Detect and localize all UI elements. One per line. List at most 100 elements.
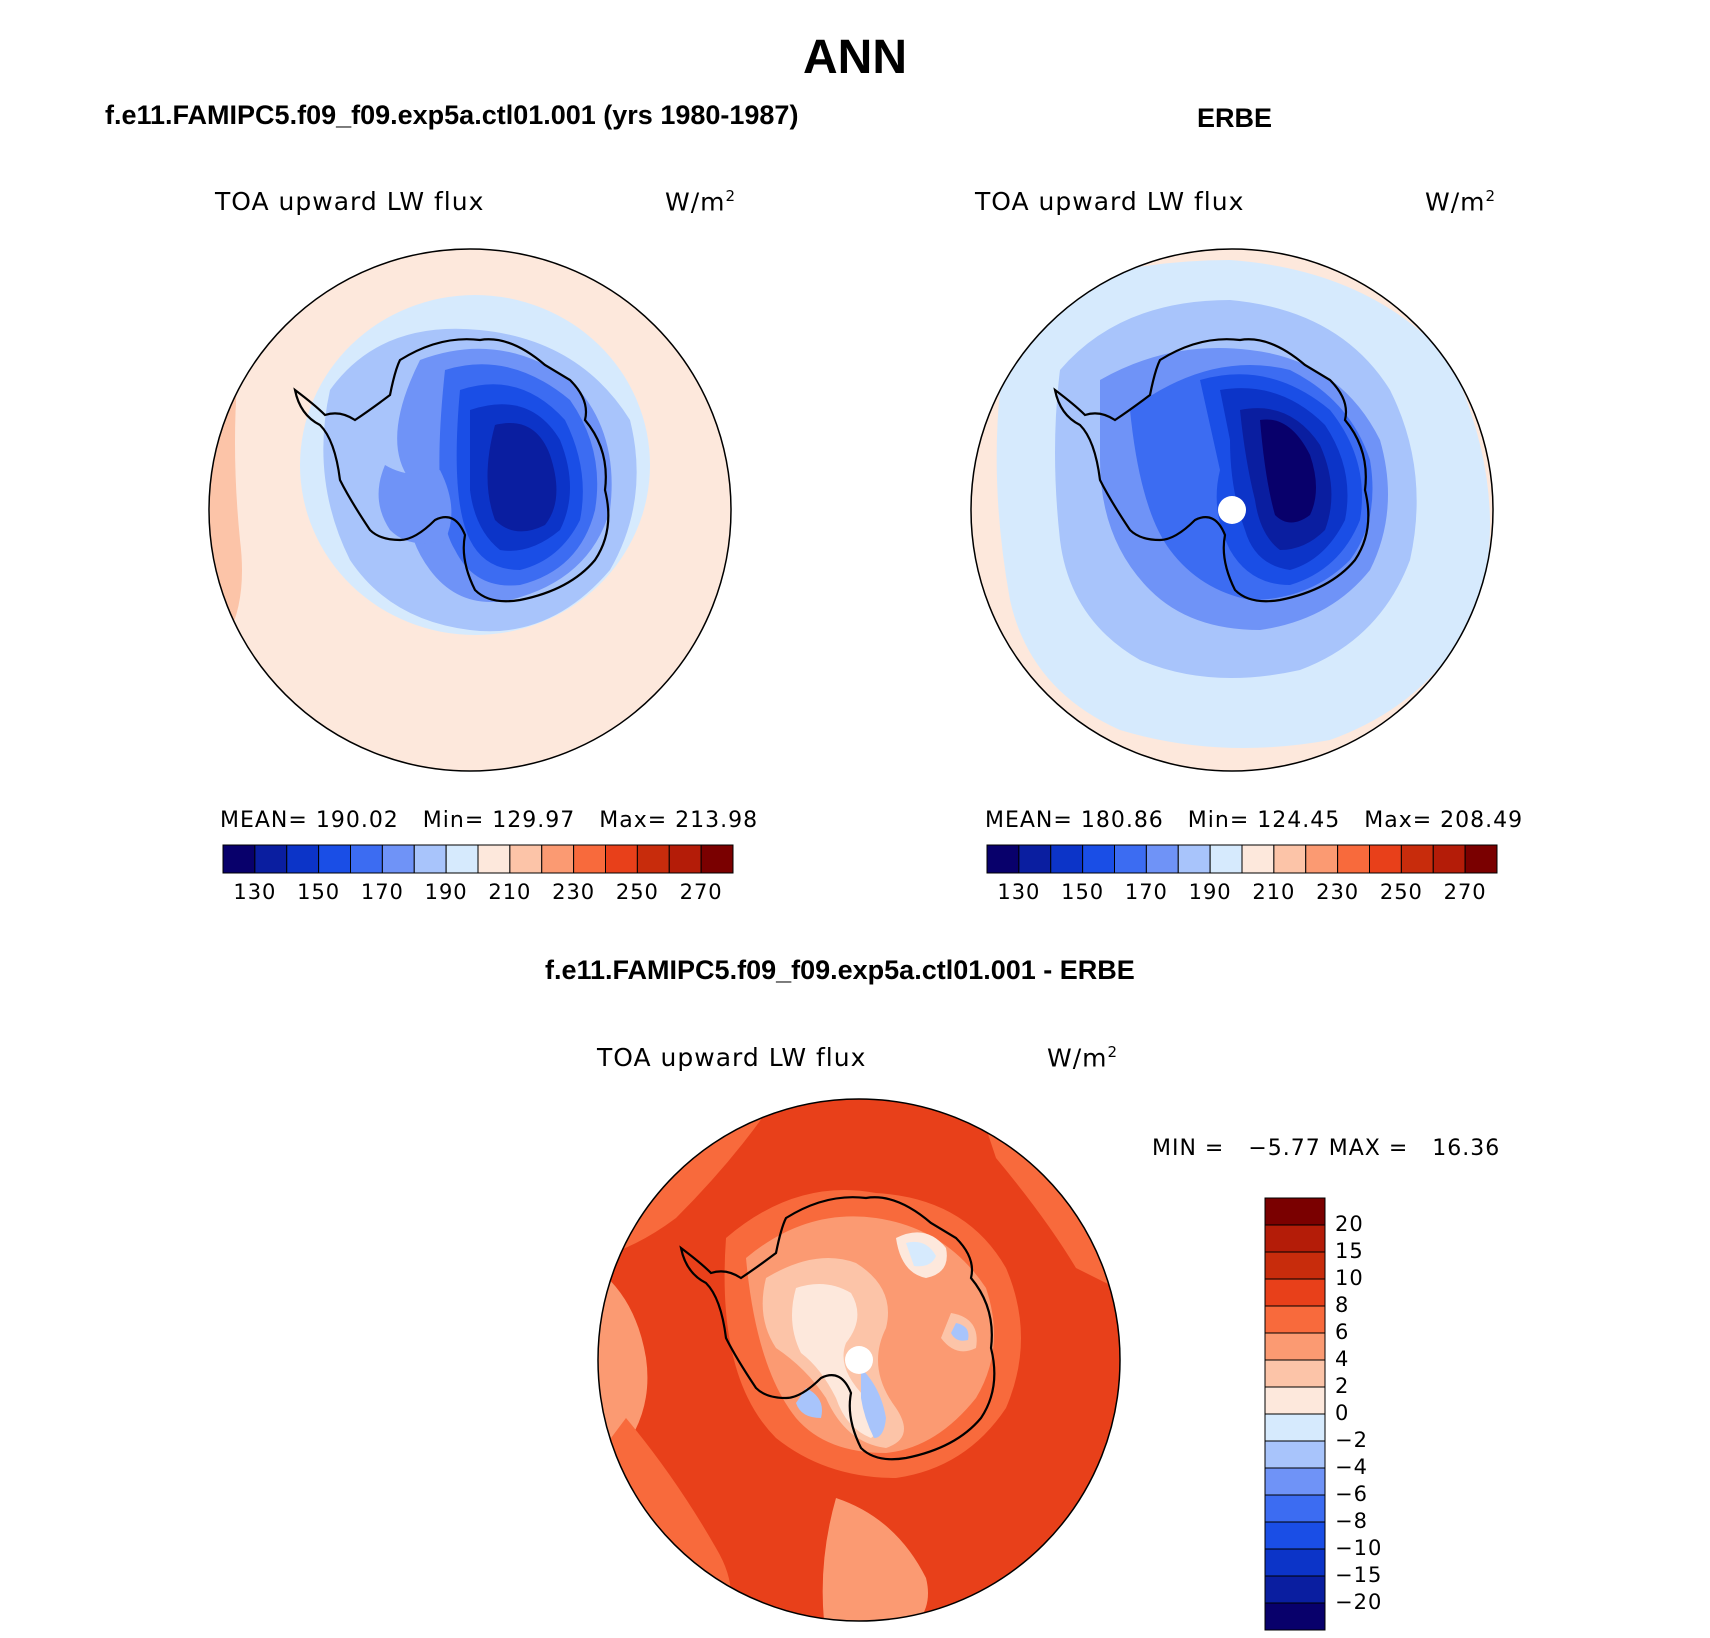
model-colorbar-tick-label: 150 [297,880,341,904]
diff-colorbar-cell [1264,1332,1326,1361]
obs-colorbar [986,844,1498,874]
model-colorbar [222,844,734,874]
model-colorbar-cell [413,844,447,874]
obs-colorbar-tick-label: 270 [1443,880,1487,904]
diff-colorbar-tick-label: 8 [1335,1293,1350,1317]
model-colorbar-tick-label: 170 [360,880,404,904]
model-colorbar-cell [541,844,575,874]
obs-colorbar-cell [1273,844,1307,874]
model-colorbar-cell [254,844,288,874]
diff-colorbar-tick-label: 4 [1335,1347,1350,1371]
model-colorbar-cell [222,844,256,874]
model-colorbar-cell [286,844,320,874]
model-units: W/m2 [665,187,737,217]
model-colorbar-cell [350,844,383,874]
obs-colorbar-cell [1337,844,1370,874]
model-colorbar-cell [509,844,543,874]
model-colorbar-cell [445,844,479,874]
obs-colorbar-cell [1369,844,1402,874]
obs-colorbar-tick-label: 250 [1379,880,1423,904]
diff-colorbar-cell [1264,1386,1326,1415]
diff-range: MIN = −5.77 MAX = 16.36 [1152,1136,1501,1161]
obs-colorbar-tick-label: 230 [1316,880,1360,904]
obs-colorbar-cell [1241,844,1275,874]
diff-variable-label: TOA upward LW flux [597,1043,867,1072]
diff-colorbar-cell [1264,1521,1326,1550]
diff-colorbar-cell [1264,1413,1326,1442]
obs-case-title: ERBE [1197,103,1273,133]
diff-colorbar-tick-label: 15 [1335,1239,1364,1263]
diff-colorbar-tick-label: −6 [1335,1482,1368,1506]
model-polar-map [208,248,732,772]
diff-colorbar-tick-label: 6 [1335,1320,1350,1344]
model-colorbar-cell [381,844,415,874]
diff-polar-map [597,1098,1121,1622]
obs-colorbar-cell [1050,844,1084,874]
obs-colorbar-cell [1114,844,1147,874]
obs-colorbar-cell [1432,844,1466,874]
obs-pole-hole [1218,496,1246,524]
model-case-title: f.e11.FAMIPC5.f09_f09.exp5a.ctl01.001 (y… [105,100,799,130]
model-colorbar-cell [636,844,670,874]
diff-colorbar-tick-label: −20 [1335,1590,1383,1614]
diff-colorbar-cell [1264,1224,1326,1253]
main-title: ANN [803,31,907,84]
model-colorbar-ticks: 130 150 170 190 210 230 250 270 [223,880,733,910]
obs-colorbar-tick-label: 150 [1061,880,1105,904]
diff-colorbar-tick-label: −10 [1335,1536,1383,1560]
model-colorbar-cell [700,844,734,874]
obs-colorbar-cell [1400,844,1434,874]
model-colorbar-cell [668,844,702,874]
obs-colorbar-cell [1018,844,1052,874]
diff-colorbar-cell [1264,1305,1326,1334]
obs-colorbar-cell [1145,844,1179,874]
model-variable-label: TOA upward LW flux [215,187,485,216]
diff-colorbar-tick-label: 20 [1335,1212,1364,1236]
diff-colorbar-ticks: 20 15 10 8 6 4 2 0 −2 −4 −6 −8 −10 −15 −20 [1335,1198,1395,1630]
obs-colorbar-cell [1177,844,1211,874]
obs-stats: MEAN= 180.86 Min= 124.45 Max= 208.49 [985,808,1524,833]
diff-colorbar-cell [1264,1548,1326,1577]
diff-pole-hole [845,1346,873,1374]
obs-units: W/m2 [1425,187,1497,217]
obs-colorbar-cell [986,844,1020,874]
obs-colorbar-tick-label: 210 [1252,880,1296,904]
diff-colorbar-cell [1264,1278,1326,1307]
diff-colorbar-cell [1264,1467,1326,1496]
model-colorbar-cell [318,844,351,874]
diff-colorbar-tick-label: 10 [1335,1266,1364,1290]
diff-colorbar-tick-label: −2 [1335,1428,1368,1452]
diff-colorbar-tick-label: 0 [1335,1401,1350,1425]
diff-colorbar-cell [1264,1251,1326,1280]
diff-colorbar [1264,1197,1326,1631]
diff-colorbar-tick-label: −15 [1335,1563,1383,1587]
model-colorbar-tick-label: 210 [488,880,532,904]
diff-colorbar-tick-label: 2 [1335,1374,1350,1398]
model-colorbar-tick-label: 230 [552,880,596,904]
diff-colorbar-cell [1264,1575,1326,1604]
model-colorbar-cell [573,844,606,874]
obs-colorbar-cell [1209,844,1243,874]
model-colorbar-tick-label: 250 [615,880,659,904]
diff-colorbar-tick-label: −4 [1335,1455,1368,1479]
obs-colorbar-tick-label: 190 [1188,880,1232,904]
diff-colorbar-tick-label: −8 [1335,1509,1368,1533]
obs-colorbar-cell [1082,844,1115,874]
obs-colorbar-cell [1464,844,1498,874]
obs-colorbar-ticks: 130 150 170 190 210 230 250 270 [987,880,1497,910]
model-colorbar-tick-label: 130 [233,880,277,904]
model-colorbar-cell [477,844,511,874]
obs-polar-map [970,248,1494,772]
model-colorbar-cell [605,844,638,874]
model-colorbar-tick-label: 270 [679,880,723,904]
diff-units: W/m2 [1047,1043,1119,1073]
model-stats: MEAN= 190.02 Min= 129.97 Max= 213.98 [220,808,759,833]
obs-colorbar-tick-label: 170 [1124,880,1168,904]
obs-colorbar-cell [1305,844,1339,874]
obs-colorbar-tick-label: 130 [997,880,1041,904]
diff-colorbar-cell [1264,1440,1326,1469]
diff-colorbar-cell [1264,1359,1326,1388]
diff-colorbar-cell [1264,1494,1326,1523]
diff-colorbar-cell [1264,1197,1326,1226]
diff-colorbar-cell [1264,1602,1326,1631]
